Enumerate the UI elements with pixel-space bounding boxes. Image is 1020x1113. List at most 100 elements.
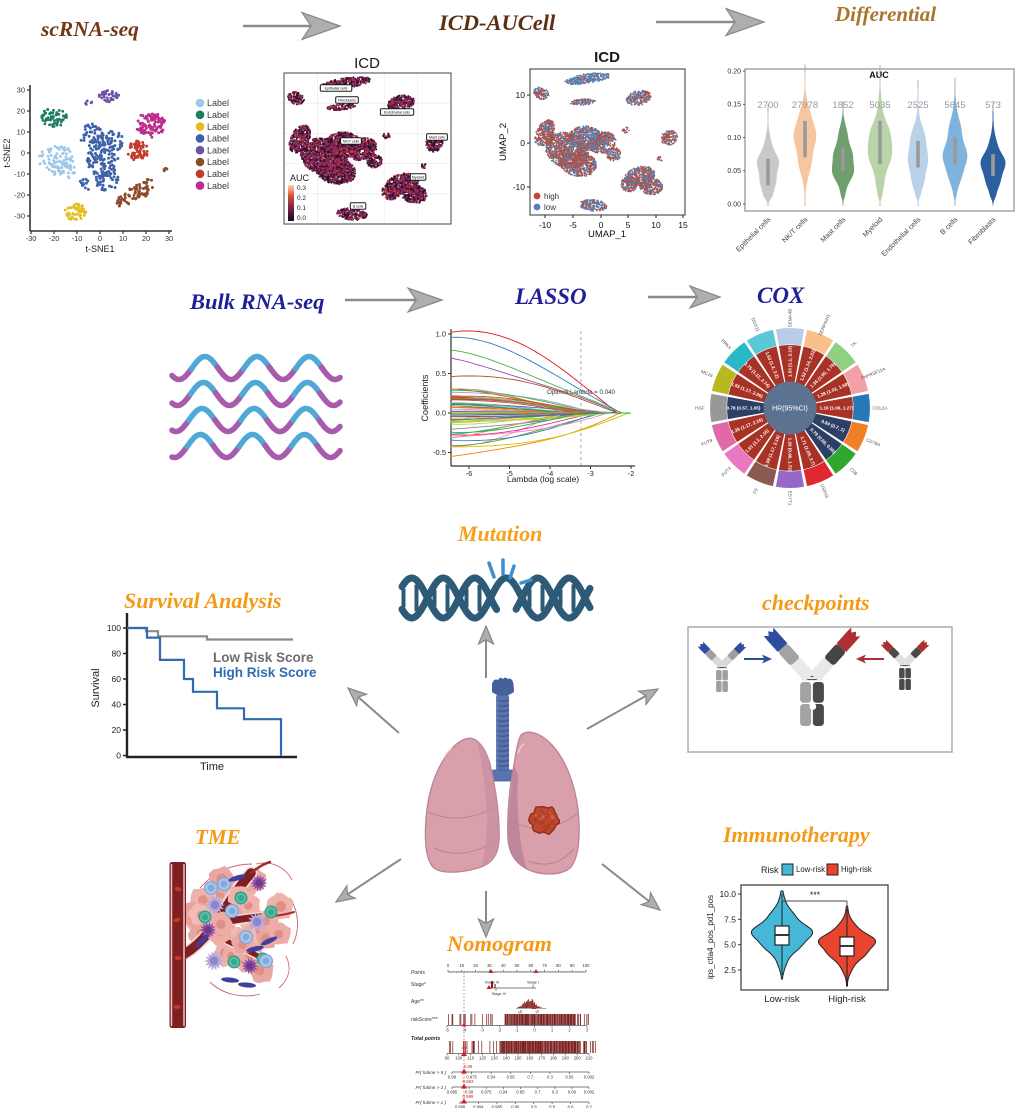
svg-text:0.999: 0.999 [463,1094,475,1099]
svg-text:-6: -6 [466,469,472,478]
svg-text:Label: Label [207,181,229,191]
svg-text:Label: Label [207,145,229,155]
svg-text:50: 50 [515,963,520,968]
svg-text:ICD-AUCell: ICD-AUCell [438,10,556,35]
svg-text:0.3: 0.3 [297,185,306,192]
svg-text:0.5: 0.5 [436,369,446,378]
svg-text:Label: Label [207,157,229,167]
svg-text:130: 130 [491,1056,499,1061]
svg-text:Points: Points [411,970,425,976]
svg-text:Risk: Risk [761,865,779,875]
svg-text:10: 10 [119,234,127,243]
svg-text:Bulk RNA-seq: Bulk RNA-seq [189,289,324,314]
svg-text:Lambda (log scale): Lambda (log scale) [507,474,579,484]
svg-text:-5: -5 [569,220,577,230]
svg-text:0.0: 0.0 [436,409,446,418]
svg-text:1.29 (0.96, 1.72): 1.29 (0.96, 1.72) [788,438,793,472]
svg-text:Endothelial cells: Endothelial cells [384,110,410,114]
svg-text:-20: -20 [49,234,60,243]
svg-text:40: 40 [501,963,506,968]
svg-text:-10: -10 [513,182,526,192]
svg-text:120: 120 [479,1056,487,1061]
svg-text:0.994: 0.994 [473,1105,484,1109]
svg-text:MC16: MC16 [700,369,714,378]
svg-text:scRNA-seq: scRNA-seq [40,17,139,41]
svg-text:30: 30 [487,963,492,968]
svg-text:Low Risk Score: Low Risk Score [213,650,314,665]
svg-text:0.2: 0.2 [297,195,306,202]
svg-text:0.10: 0.10 [727,135,741,142]
svg-text:-10: -10 [72,234,83,243]
svg-text:-3: -3 [480,1028,484,1033]
svg-text:-4: -4 [547,469,553,478]
svg-text:0: 0 [533,1028,536,1033]
svg-text:2525: 2525 [907,100,928,111]
svg-text:low: low [544,203,556,212]
svg-text:5: 5 [626,220,631,230]
svg-text:160: 160 [526,1056,534,1061]
svg-text:20: 20 [142,234,150,243]
svg-text:Mast cells: Mast cells [429,135,445,139]
svg-text:10: 10 [17,128,25,137]
svg-text:Label: Label [207,169,229,179]
svg-text:190: 190 [562,1056,570,1061]
svg-text:0.995: 0.995 [447,1090,458,1095]
svg-text:0: 0 [520,138,525,148]
svg-text:t-SNE2: t-SNE2 [2,138,12,167]
svg-text:UMAP_2: UMAP_2 [498,123,509,161]
svg-text:3: 3 [586,1028,589,1033]
svg-text:20: 20 [473,963,478,968]
svg-text:1852: 1852 [832,100,853,111]
svg-text:180: 180 [550,1056,558,1061]
svg-text:0.002: 0.002 [584,1090,595,1095]
svg-text:0.002: 0.002 [584,1075,595,1080]
svg-text:0.975: 0.975 [481,1090,492,1095]
svg-text:Stage*: Stage* [411,982,426,988]
svg-text:-10: -10 [539,220,552,230]
svg-text:C08: C08 [849,467,859,477]
svg-text:573: 573 [985,100,1001,111]
svg-text:B cells: B cells [353,204,364,208]
svg-text:0.998: 0.998 [455,1105,466,1109]
svg-text:Survival: Survival [90,668,102,707]
svg-text:1.0: 1.0 [436,330,446,339]
svg-text:0.1: 0.1 [297,205,306,212]
svg-text:0.0: 0.0 [297,215,306,222]
svg-text:0.7: 0.7 [535,1090,541,1095]
svg-text:Nomogram: Nomogram [446,931,552,956]
svg-text:Myeloid: Myeloid [412,175,424,179]
svg-text:Mutation: Mutation [457,521,542,546]
svg-text:60: 60 [528,963,533,968]
svg-text:Label: Label [207,98,229,108]
svg-text:Coefficients: Coefficients [420,374,430,421]
svg-text:-0.5: -0.5 [433,448,446,457]
svg-text:27978: 27978 [792,100,818,111]
svg-text:1.53 (1.1, 2.13): 1.53 (1.1, 2.13) [788,345,793,377]
svg-text:0.96: 0.96 [511,1105,520,1109]
svg-text:0.2: 0.2 [586,1105,592,1109]
svg-text:100: 100 [583,963,591,968]
svg-text:5645: 5645 [944,100,965,111]
svg-text:10: 10 [651,220,661,230]
svg-text:Fibroblasts: Fibroblasts [338,98,356,102]
svg-text:0: 0 [116,751,121,761]
svg-text:-30: -30 [26,234,37,243]
svg-text:210: 210 [586,1056,594,1061]
svg-text:0.3: 0.3 [552,1090,558,1095]
svg-text:HGF: HGF [695,406,705,411]
svg-text:Time: Time [200,761,224,773]
svg-text:Total points: Total points [411,1036,440,1042]
svg-text:110: 110 [467,1056,474,1061]
svg-text:-3: -3 [587,469,593,478]
svg-text:AUC: AUC [290,173,310,183]
svg-text:0: 0 [21,149,25,158]
svg-text:100: 100 [455,1056,463,1061]
svg-text:COL2A: COL2A [872,406,888,411]
svg-text:0.06: 0.06 [565,1075,574,1080]
svg-text:70: 70 [542,963,547,968]
svg-text:CD79A: CD79A [865,437,881,448]
svg-text:Low-risk: Low-risk [796,865,825,874]
svg-text:Low-risk: Low-risk [764,994,800,1005]
svg-text:90: 90 [570,963,575,968]
svg-text:30: 30 [17,86,25,95]
